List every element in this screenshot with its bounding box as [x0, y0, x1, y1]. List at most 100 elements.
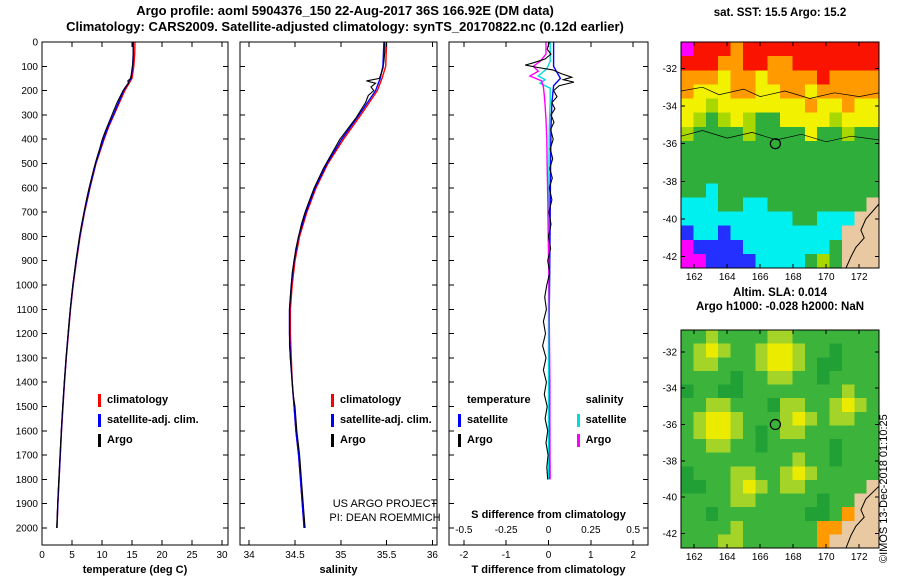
svg-text:1000: 1000 — [16, 280, 39, 291]
legend-line-marker — [331, 433, 334, 447]
legend-row: temperature — [458, 390, 531, 410]
svg-text:0: 0 — [32, 38, 38, 49]
legend-label: satellite-adj. clim. — [107, 414, 199, 426]
float-position-marker — [769, 138, 781, 150]
salinity-series — [288, 42, 386, 529]
legend-label: satellite — [467, 414, 508, 426]
legend-row: satellite-adj. clim. — [331, 410, 432, 430]
svg-text:800: 800 — [21, 232, 38, 243]
svg-text:1200: 1200 — [16, 329, 39, 340]
sst-map-title: sat. SST: 15.5 Argo: 15.2 — [713, 7, 847, 19]
svg-text:-38: -38 — [663, 456, 678, 467]
svg-text:30: 30 — [216, 550, 228, 561]
legend-row: satellite — [576, 410, 627, 430]
legend-row: Argo — [98, 430, 199, 450]
difference-series — [525, 42, 575, 480]
difference-series — [537, 42, 551, 480]
timestamp-credit: ©IMOS 13-Dec-2018 01:10:25 — [878, 414, 890, 563]
svg-text:35.5: 35.5 — [377, 550, 397, 561]
svg-text:-42: -42 — [663, 252, 678, 263]
difference-legend: temperature satellite Argo salinity satellit… — [458, 390, 627, 450]
svg-text:-1: -1 — [502, 550, 511, 561]
coastline — [845, 485, 880, 549]
svg-text:-40: -40 — [663, 215, 678, 226]
temperature-series — [56, 42, 134, 529]
svg-text:162: 162 — [686, 272, 703, 283]
svg-text:0.25: 0.25 — [581, 525, 601, 536]
legend-label: satellite — [585, 414, 627, 426]
legend-line-marker — [98, 413, 101, 427]
legend-row: salinity — [577, 390, 627, 410]
legend-line-marker — [458, 413, 461, 427]
legend-column: temperature satellite Argo — [458, 390, 531, 450]
svg-text:900: 900 — [21, 256, 38, 267]
svg-text:168: 168 — [785, 272, 802, 283]
svg-text:-34: -34 — [663, 384, 678, 395]
legend-line-marker — [576, 413, 580, 427]
svg-text:2000: 2000 — [16, 523, 39, 534]
svg-text:300: 300 — [21, 110, 38, 121]
svg-text:0: 0 — [546, 550, 552, 561]
sla_map: 162 164 166 168 170 172 -32 -34 -36 -38 -40 -42 — [663, 329, 880, 563]
land-area — [846, 486, 879, 548]
legend-line-marker — [98, 393, 101, 407]
legend-line-marker — [331, 413, 334, 427]
difference-panel: -2 -1 0 1 2 T difference from climatology S di… — [448, 41, 649, 576]
svg-text:1400: 1400 — [16, 378, 39, 389]
project-line1: US ARGO PROJECT — [332, 498, 438, 510]
legend-line-marker — [576, 433, 580, 447]
svg-text:temperature (deg C): temperature (deg C) — [83, 564, 188, 576]
legend-line-marker — [331, 393, 334, 407]
svg-text:1100: 1100 — [16, 305, 38, 316]
legend-label: Argo — [107, 434, 133, 446]
sst_map: 162 164 166 168 170 172 -32 -34 -36 -38 -40 -42 — [663, 41, 880, 283]
legend-label: satellite-adj. clim. — [340, 414, 432, 426]
legend-label: climatology — [340, 394, 402, 406]
salinity-legend: climatology satellite-adj. clim. Argo — [331, 390, 432, 450]
legend-line-marker — [98, 433, 101, 447]
land-area — [846, 204, 879, 268]
figure-title-line2: Climatology: CARS2009. Satellite-adjuste… — [66, 19, 624, 34]
svg-text:168: 168 — [785, 552, 802, 563]
svg-text:-42: -42 — [663, 529, 678, 540]
figure-title-line1: Argo profile: aoml 5904376_150 22-Aug-20… — [136, 3, 554, 18]
svg-text:200: 200 — [21, 86, 38, 97]
svg-text:1300: 1300 — [16, 353, 39, 364]
temperature-panel: 0 5 10 15 20 25 300100200300400500600700800900… — [16, 38, 229, 576]
svg-text:20: 20 — [156, 550, 168, 561]
float-position-marker — [769, 418, 781, 431]
svg-text:-0.5: -0.5 — [455, 525, 473, 536]
svg-text:34: 34 — [244, 550, 256, 561]
project-line2: PI: DEAN ROEMMICH — [329, 512, 441, 524]
svg-text:34.5: 34.5 — [285, 550, 305, 561]
svg-text:1500: 1500 — [16, 402, 39, 413]
temperature-legend: climatology satellite-adj. clim. Argo — [98, 390, 199, 450]
svg-text:170: 170 — [818, 272, 835, 283]
salinity-panel: 34 34.5 35 35.5 36 salinity — [239, 41, 439, 576]
project-credit: US ARGO PROJECT PI: DEAN ROEMMICH — [295, 497, 475, 525]
temperature-series — [56, 42, 136, 529]
salinity-series — [288, 42, 385, 529]
svg-text:0: 0 — [546, 525, 552, 536]
svg-text:-2: -2 — [459, 550, 468, 561]
svg-text:36: 36 — [427, 550, 439, 561]
svg-text:1: 1 — [588, 550, 594, 561]
svg-text:0.5: 0.5 — [626, 525, 640, 536]
svg-text:162: 162 — [686, 552, 703, 563]
sla-title-line2: Argo h1000: -0.028 h2000: NaN — [695, 301, 865, 313]
svg-text:164: 164 — [719, 272, 736, 283]
svg-text:1600: 1600 — [16, 426, 39, 437]
svg-text:-0.25: -0.25 — [495, 525, 518, 536]
svg-text:700: 700 — [21, 208, 38, 219]
svg-text:-38: -38 — [663, 177, 678, 188]
svg-text:10: 10 — [96, 550, 108, 561]
svg-text:-34: -34 — [663, 102, 678, 113]
legend-label: Argo — [340, 434, 366, 446]
svg-text:S difference from climatology: S difference from climatology — [471, 509, 627, 521]
svg-text:-36: -36 — [663, 420, 678, 431]
salinity-series — [289, 42, 388, 529]
svg-text:5: 5 — [69, 550, 75, 561]
svg-text:0: 0 — [39, 550, 45, 561]
temperature-series — [56, 42, 134, 529]
